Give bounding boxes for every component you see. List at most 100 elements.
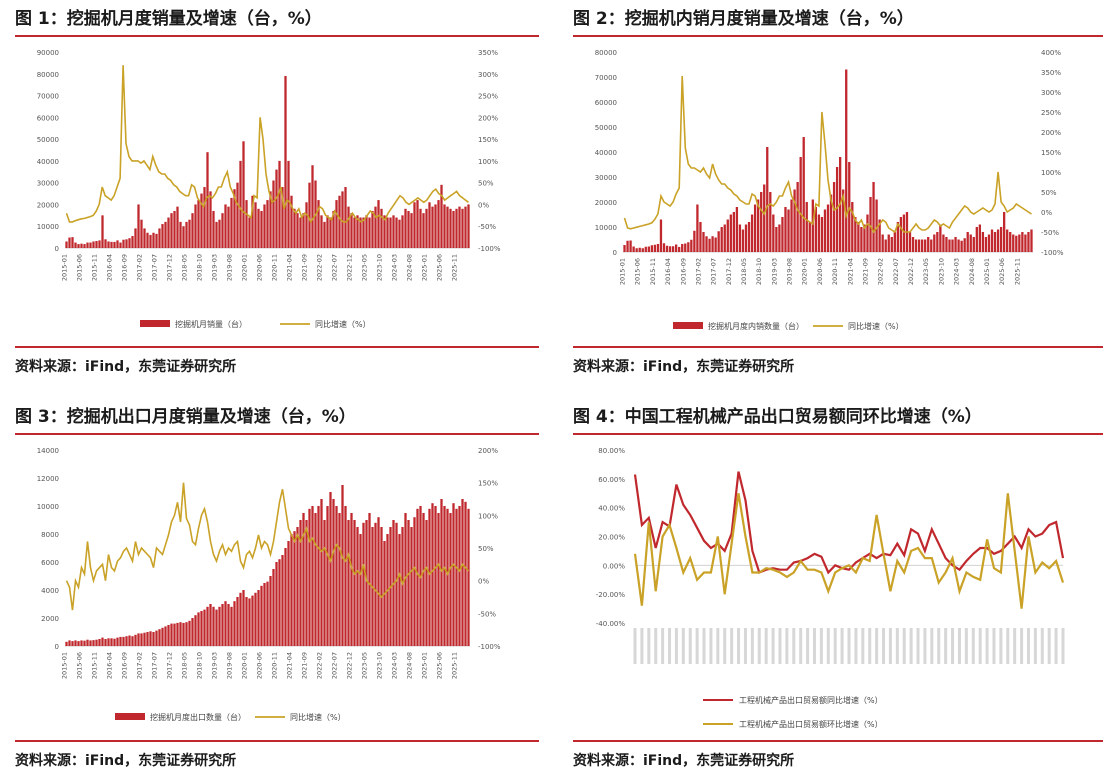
bar — [896, 222, 900, 252]
bar — [317, 200, 320, 248]
bar — [902, 214, 906, 252]
bar — [140, 219, 143, 248]
bar — [1024, 234, 1027, 252]
bar — [425, 208, 428, 248]
bar — [92, 241, 95, 248]
bar — [917, 239, 921, 252]
y-left-tick-label: 40000 — [37, 158, 59, 166]
bar — [978, 224, 982, 252]
x-tick-label: 2016-09 — [679, 258, 687, 285]
y-left-tick-label: 2000 — [41, 615, 59, 623]
bar — [747, 222, 751, 252]
x-tick-label: 2022-12 — [346, 652, 354, 679]
bar — [924, 239, 927, 252]
bar — [820, 217, 824, 252]
bar — [398, 534, 401, 646]
bar — [854, 217, 857, 252]
bar — [1006, 229, 1009, 252]
x-tick-mark — [875, 628, 879, 664]
bar — [158, 629, 161, 646]
bar — [113, 638, 116, 646]
x-tick-label: 2020-11 — [271, 652, 279, 679]
bar — [200, 611, 203, 646]
bar — [717, 231, 720, 252]
bar — [425, 520, 428, 646]
bar — [434, 506, 437, 646]
bar — [869, 197, 872, 252]
bar — [89, 640, 92, 646]
bar — [696, 204, 699, 252]
panel-1: 图 1：挖掘机月度销量及增速（台，%） 0 10000 20000 30000 4000… — [15, 4, 539, 378]
bar — [113, 241, 116, 248]
bar — [933, 234, 936, 252]
bar — [101, 637, 104, 646]
bar — [954, 237, 957, 252]
x-tick-label: 2022-12 — [346, 254, 354, 281]
x-tick-mark — [861, 628, 865, 664]
bar — [963, 238, 966, 252]
bar — [440, 184, 443, 248]
x-tick-mark — [868, 628, 872, 664]
x-tick-label: 2016-04 — [106, 652, 114, 679]
legend-swatch-bar — [673, 322, 703, 329]
x-tick-mark — [723, 628, 727, 664]
bar — [365, 215, 368, 248]
bar — [443, 506, 446, 646]
bar — [320, 215, 323, 248]
bar — [227, 604, 230, 646]
x-tick-label: 2017-12 — [166, 254, 174, 281]
bar — [449, 208, 452, 248]
x-tick-mark — [757, 628, 761, 664]
bar — [311, 506, 314, 646]
bar — [86, 639, 89, 646]
x-tick-mark — [1020, 628, 1024, 664]
bar — [125, 239, 128, 248]
bar — [999, 227, 1003, 252]
bar — [296, 213, 299, 248]
bar — [641, 248, 644, 252]
bar — [251, 195, 254, 248]
bar — [769, 192, 772, 252]
bar — [799, 157, 802, 252]
bar — [146, 632, 149, 646]
bar — [966, 232, 969, 252]
bar — [287, 160, 290, 248]
x-tick-label: 2017-02 — [694, 258, 702, 285]
bar — [245, 200, 248, 248]
bar — [653, 244, 657, 252]
x-tick-mark — [1033, 628, 1037, 664]
x-tick-label: 2015-06 — [76, 652, 84, 679]
bar — [86, 242, 89, 248]
x-tick-label: 2022-02 — [316, 652, 324, 679]
bar — [272, 180, 275, 248]
bar — [347, 520, 350, 646]
bar — [233, 601, 236, 646]
x-tick-label: 2022-02 — [316, 254, 324, 281]
bar — [275, 169, 278, 248]
bar — [452, 210, 455, 248]
bar — [826, 204, 830, 252]
bar — [254, 592, 257, 646]
bar — [206, 152, 209, 248]
bar — [173, 623, 176, 646]
chart-machinery-export-growth: -40.00% -20.00% 0.00% 20.00% 40.00% 60.00% 80.… — [596, 447, 1065, 729]
x-tick-label: 2021-09 — [301, 652, 309, 679]
bar — [176, 622, 179, 646]
x-tick-label: 2015-11 — [91, 254, 99, 281]
x-tick-label: 2025-01 — [983, 258, 991, 285]
y-left-tick-label: 0 — [613, 249, 617, 257]
bar — [796, 182, 799, 252]
bar — [299, 520, 302, 646]
x-tick-mark — [916, 628, 920, 664]
y-left-tick-label: 90000 — [37, 49, 59, 57]
y-right-tick-label: 200% — [478, 447, 498, 455]
bar — [215, 221, 218, 248]
bar — [467, 204, 470, 248]
bar — [221, 213, 224, 248]
x-tick-mark — [964, 628, 968, 664]
legend-label: 挖掘机月度出口数量（台） — [150, 712, 246, 722]
bar — [329, 217, 332, 248]
x-tick-label: 2018-10 — [196, 652, 204, 679]
x-tick-mark — [812, 628, 816, 664]
bar — [951, 239, 954, 252]
